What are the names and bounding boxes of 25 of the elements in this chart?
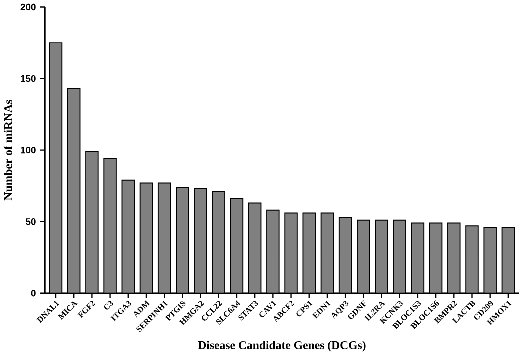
- y-tick-label: 0: [31, 290, 36, 297]
- bar: [104, 158, 117, 294]
- bar: [266, 210, 280, 294]
- bar: [158, 182, 172, 294]
- y-tick-label: 200: [20, 4, 36, 11]
- bar: [302, 212, 316, 294]
- bar: [176, 187, 190, 294]
- bar: [484, 227, 497, 294]
- x-axis-title: Disease Candidate Genes (DCGs): [198, 341, 366, 352]
- bar: [212, 191, 226, 294]
- bar: [86, 151, 99, 294]
- y-tick-label: 100: [21, 147, 36, 154]
- bar: [67, 88, 81, 294]
- bar: [375, 220, 388, 294]
- y-tick-label: 150: [21, 76, 36, 82]
- bar: [194, 188, 208, 294]
- bar: [284, 212, 298, 294]
- y-axis-title: Number of miRNAs: [4, 100, 12, 201]
- bar: [466, 226, 479, 294]
- y-tick-label: 50: [26, 218, 36, 226]
- bar: [122, 180, 136, 294]
- bar: [357, 220, 370, 294]
- bar: [248, 202, 262, 294]
- bar: [448, 222, 461, 294]
- bar: [393, 220, 406, 294]
